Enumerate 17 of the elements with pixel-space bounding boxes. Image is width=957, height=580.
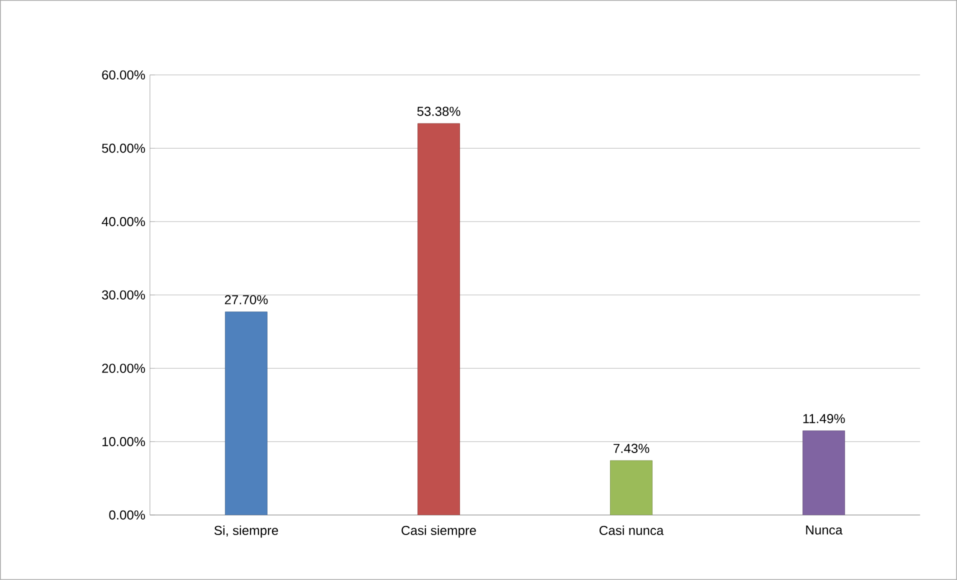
data-label: 7.43% [614,444,650,454]
bar [802,430,846,516]
y-tick-label: 60.00% [102,70,145,80]
x-tick-label: Si, siempre [214,526,278,538]
data-label: 53.38% [417,106,460,116]
bar [418,123,460,516]
y-tick-label: 0.00% [109,510,145,520]
y-tick-label: 50.00% [102,144,145,153]
data-label: 11.49% [803,414,845,424]
x-tick-label: Casi siempre [402,526,476,538]
y-tick-label: 40.00% [102,217,145,226]
y-tick-label: 30.00% [102,290,145,300]
y-tick-label: 20.00% [102,364,145,373]
x-tick-label: Casi nunca [600,526,664,536]
x-tick-label: Nunca [806,526,843,535]
data-label: 27.70% [224,295,268,304]
y-tick-label: 10.00% [102,437,145,446]
